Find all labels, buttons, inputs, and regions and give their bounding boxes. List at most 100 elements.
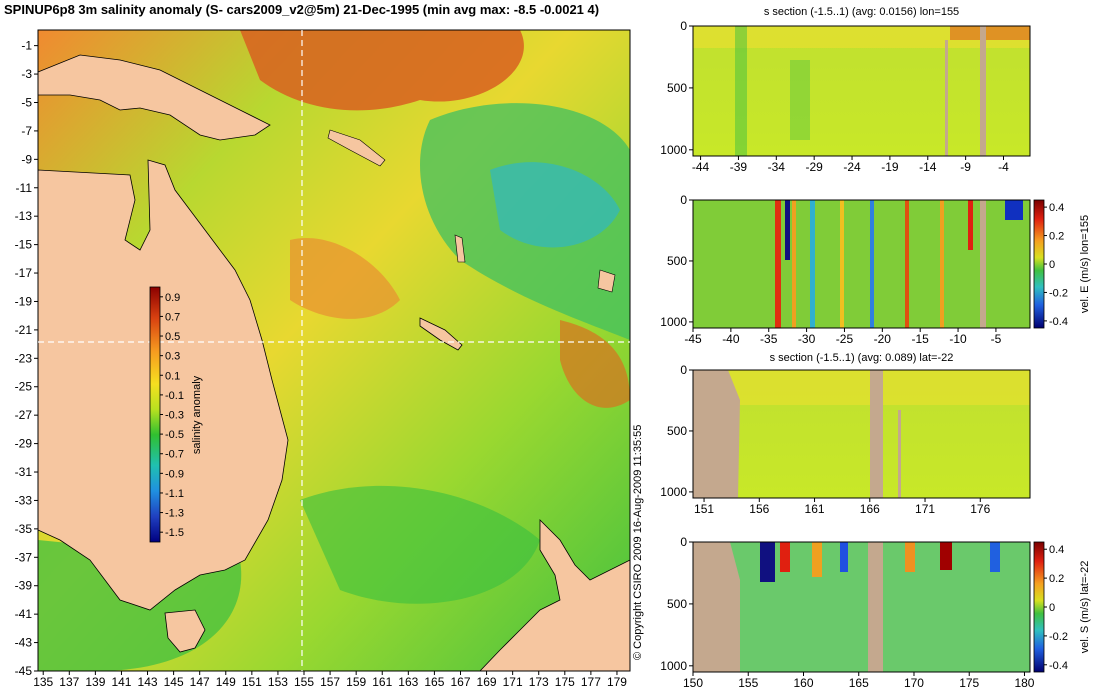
section4-y-tick-label: 500 [667,597,687,611]
colorbar-tick-label: 0.1 [165,370,180,382]
map-y-tick-label: -25 [15,380,33,394]
p2-y-axis: 0 500 1000 [660,193,693,329]
map-y-tick-label: -19 [15,294,33,308]
map-y-tick-label: -1 [21,39,32,53]
colorbar-tick-label: -0.2 [1049,631,1068,643]
map-anomaly-south [300,485,540,604]
map-y-tick-label: -27 [15,408,33,422]
section4-x-tick-label: 170 [904,676,924,690]
section4-x-tick-label: 175 [959,676,979,690]
map-colorbar-label: salinity anomaly [191,375,203,454]
section2-x-tick-label: -10 [949,332,967,346]
section2-y-tick-label: 500 [667,254,687,268]
p2-x-axis: -45 -40 -35 -30 -25 -20 -15 -10 -5 [684,328,1002,346]
map-x-tick-label: 177 [581,675,601,689]
section1-x-tick-label: -4 [998,160,1009,174]
map-x-tick-label: 145 [164,675,184,689]
section3-x-tick-label: 161 [805,502,825,516]
section3-x-tick-label: 176 [970,502,990,516]
section1-x-tick-label: -24 [843,160,861,174]
section1-x-tick-label: -14 [919,160,937,174]
colorbar-tick-label: -0.5 [165,429,184,441]
colorbar-tick-label: -1.5 [165,527,184,539]
map-y-tick-label: -41 [15,607,33,621]
map-colorbar-ticks: 0.9 0.7 0.5 0.3 0.1 -0.1 -0.3 -0.5 -0.7 -0.9 -1.1 -… [160,292,184,539]
map-land-solomons [327,129,386,167]
map-y-tick-label: -43 [15,636,33,650]
colorbar-tick-label: 0 [1049,602,1055,614]
section2-y-tick-label: 0 [680,193,687,207]
colorbar-tick-label: -0.2 [1049,287,1068,299]
section2-x-tick-label: -25 [836,332,854,346]
map-land-australia [37,159,289,611]
colorbar-tick-label: 0.4 [1049,544,1064,556]
section4-x-tick-label: 180 [1014,676,1034,690]
map-anomaly-central [290,238,400,319]
section3-x-tick-label: 166 [860,502,880,516]
map-y-tick-label: -7 [21,124,32,138]
map-y-tick-label: -37 [15,550,33,564]
map-y-tick-label: -17 [15,266,33,280]
map-x-tick-label: 179 [607,675,627,689]
section2-x-tick-label: -35 [760,332,778,346]
map-land-tasmania [164,609,206,653]
p1-y-axis: 0 500 1000 [660,19,693,157]
map-y-tick-label: -13 [15,209,33,223]
panel1-title: s section (-1.5..1) (avg: 0.0156) lon=15… [763,6,960,18]
map-y-tick-label: -9 [21,152,32,166]
map-y-tick-label: -39 [15,579,33,593]
section3-y-tick-label: 1000 [660,485,687,499]
colorbar-tick-label: -0.4 [1049,316,1068,328]
colorbar-tick-label: -0.9 [165,468,184,480]
section4-x-tick-label: 155 [738,676,758,690]
section2-x-tick-label: -20 [874,332,892,346]
map-x-tick-label: 169 [477,675,497,689]
p4-x-axis: 150 155 160 165 170 175 180 [683,672,1035,690]
section2-y-tick-label: 1000 [660,315,687,329]
p4-colorbar-ticks: 0.4 0.2 0 -0.2 -0.4 [1044,544,1068,672]
map-x-tick-label: 165 [424,675,444,689]
colorbar-tick-label: -1.3 [165,508,184,520]
salinity-map: 135 137 139 141 143 145 147 149 151 153 155 157 159 1… [15,29,631,689]
p2-colorbar-label: vel. E (m/s) lon=155 [1079,215,1091,313]
p1-x-axis: -44 -39 -34 -29 -24 -19 -14 -9 -4 [692,156,1009,174]
panel-s-section-lon155: -44 -39 -34 -29 -24 -19 -14 -9 -4 0 500 1000 [660,19,1031,174]
section4-x-tick-label: 160 [793,676,813,690]
map-x-tick-label: 159 [346,675,366,689]
map-x-tick-label: 171 [503,675,523,689]
map-x-tick-label: 143 [138,675,158,689]
colorbar-tick-label: -1.1 [165,488,184,500]
map-y-tick-label: -5 [21,95,32,109]
map-y-tick-label: -3 [21,67,32,81]
p4-colorbar [1033,541,1045,673]
section1-x-tick-label: -39 [730,160,748,174]
map-x-axis: 135 137 139 141 143 145 147 149 151 153 155 157 159 1… [33,671,627,689]
map-x-tick-label: 161 [372,675,392,689]
section2-x-tick-label: -30 [798,332,816,346]
map-y-tick-label: -11 [16,181,33,195]
map-land-new-guinea [37,54,271,141]
section4-y-tick-label: 1000 [660,659,687,673]
p3-y-axis: 0 500 1000 [660,363,693,499]
map-x-tick-label: 149 [216,675,236,689]
colorbar-tick-label: 0.2 [1049,231,1064,243]
map-y-tick-label: -21 [15,323,33,337]
colorbar-tick-label: 0 [1049,259,1055,271]
section2-x-tick-label: -40 [722,332,740,346]
map-x-tick-label: 155 [294,675,314,689]
colorbar-tick-label: -0.1 [165,390,184,402]
section1-x-tick-label: -29 [805,160,823,174]
section4-x-tick-label: 150 [683,676,703,690]
map-anomaly-cyan [490,162,620,248]
section2-x-tick-label: -5 [991,332,1002,346]
p3-x-axis: 151 156 161 166 171 176 [694,498,991,516]
colorbar-tick-label: 0.5 [165,331,180,343]
section3-x-tick-label: 151 [694,502,714,516]
section2-x-tick-label: -45 [684,332,702,346]
map-anomaly-north [240,30,524,111]
section3-x-tick-label: 171 [915,502,935,516]
map-x-tick-label: 153 [268,675,288,689]
colorbar-tick-label: 0.2 [1049,573,1064,585]
